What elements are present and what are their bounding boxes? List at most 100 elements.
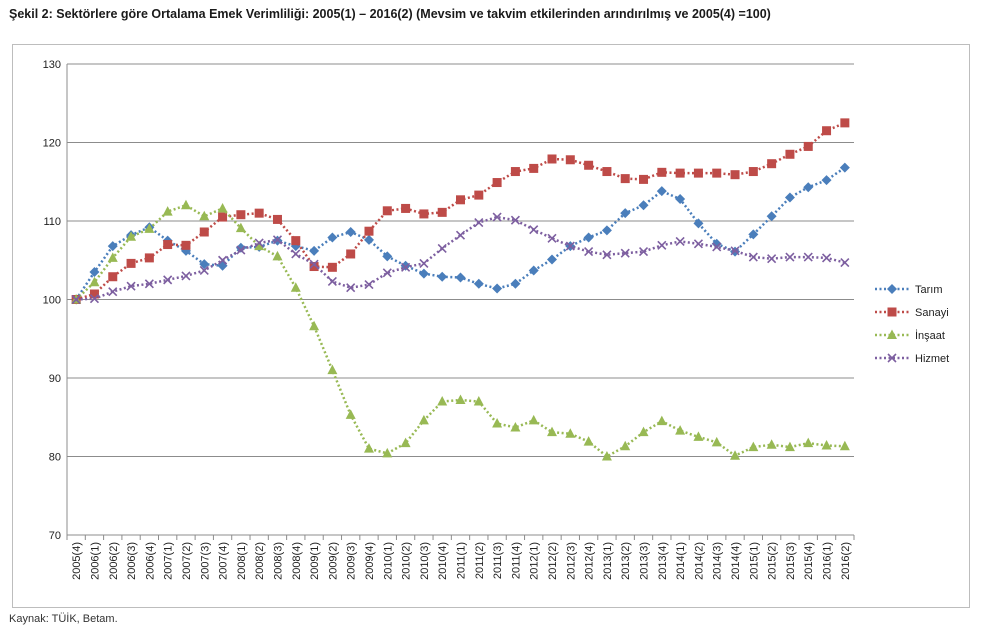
data-point-sanayi <box>456 195 465 205</box>
data-point-tarım <box>766 211 777 222</box>
x-tick-label: 2015(2) <box>767 542 779 580</box>
data-point-tarım <box>784 192 795 203</box>
data-point-inşaat <box>382 447 393 458</box>
data-point-hizmet <box>89 294 100 304</box>
data-point-sanayi <box>474 190 484 200</box>
data-point-hizmet <box>657 240 667 250</box>
data-point-tarım <box>839 162 850 173</box>
x-tick-label: 2013(1) <box>602 542 614 580</box>
data-point-hizmet <box>529 225 539 235</box>
data-point-inşaat <box>400 437 411 448</box>
data-point-inşaat <box>418 414 429 425</box>
data-point-sanayi <box>272 214 282 224</box>
data-point-hizmet <box>364 280 374 290</box>
x-tick-label: 2012(4) <box>584 542 596 580</box>
y-tick-label: 80 <box>49 452 61 464</box>
data-point-tarım <box>473 278 484 289</box>
data-point-sanayi <box>401 203 411 213</box>
data-point-sanayi <box>529 163 539 173</box>
legend-label-tarım: Tarım <box>915 284 943 296</box>
data-point-sanayi <box>346 249 356 259</box>
x-tick-label: 2006(4) <box>144 542 156 580</box>
x-tick-label: 2014(2) <box>693 542 705 580</box>
data-point-inşaat <box>473 396 484 406</box>
x-tick-label: 2012(2) <box>547 542 559 580</box>
data-point-inşaat <box>547 426 558 437</box>
x-tick-label: 2009(2) <box>327 542 339 580</box>
data-point-sanayi <box>675 168 685 178</box>
data-point-sanayi <box>382 206 392 216</box>
data-point-tarım <box>528 265 539 276</box>
data-point-inşaat <box>803 437 814 448</box>
y-tick-label: 70 <box>49 530 61 542</box>
data-point-hizmet <box>327 276 337 287</box>
data-point-hizmet <box>730 246 740 256</box>
data-point-inşaat <box>839 440 850 451</box>
data-point-hizmet <box>218 255 228 265</box>
x-tick-label: 2008(3) <box>272 542 284 580</box>
data-point-sanayi <box>693 168 703 178</box>
data-point-inşaat <box>492 418 503 428</box>
data-point-sanayi <box>108 272 118 282</box>
data-point-tarım <box>803 182 814 193</box>
data-point-sanayi <box>437 207 447 217</box>
data-point-hizmet <box>675 236 685 246</box>
data-point-inşaat <box>455 394 466 404</box>
data-point-sanayi <box>840 118 850 128</box>
data-point-sanayi <box>327 262 337 272</box>
data-point-inşaat <box>601 451 612 461</box>
x-tick-label: 2013(2) <box>620 542 632 580</box>
data-point-hizmet <box>547 233 557 243</box>
x-tick-label: 2009(3) <box>346 542 358 580</box>
data-point-hizmet <box>821 253 832 263</box>
data-point-inşaat <box>711 436 722 447</box>
data-point-inşaat <box>656 415 667 426</box>
data-point-hizmet <box>602 250 612 260</box>
x-tick-label: 2015(3) <box>785 542 797 580</box>
data-point-tarım <box>455 272 466 283</box>
x-tick-label: 2008(4) <box>291 542 303 580</box>
data-point-hizmet <box>748 252 758 262</box>
data-point-inşaat <box>730 450 741 460</box>
data-point-sanayi <box>510 167 520 177</box>
data-point-tarım <box>382 251 393 262</box>
legend-marker-inşaat <box>887 329 897 339</box>
data-point-inşaat <box>363 443 374 453</box>
data-point-tarım <box>620 208 631 219</box>
data-point-hizmet <box>199 265 209 276</box>
data-point-tarım <box>235 242 246 253</box>
data-point-sanayi <box>89 289 99 299</box>
data-point-hizmet <box>144 279 154 289</box>
data-point-sanayi <box>748 167 758 177</box>
data-point-inşaat <box>784 441 795 452</box>
data-point-sanayi <box>785 149 795 159</box>
data-point-sanayi <box>602 167 612 177</box>
legend-label-hizmet: Hizmet <box>915 353 949 365</box>
data-point-inşaat <box>583 436 594 446</box>
x-tick-label: 2007(2) <box>181 542 193 580</box>
data-point-inşaat <box>620 440 631 451</box>
data-point-sanayi <box>584 160 594 170</box>
data-point-tarım <box>492 283 503 294</box>
data-point-sanayi <box>712 168 722 178</box>
series-line-inşaat <box>75 203 845 459</box>
data-point-tarım <box>400 260 411 271</box>
data-point-tarım <box>821 175 832 186</box>
x-tick-label: 2012(1) <box>529 542 541 580</box>
y-tick-label: 110 <box>43 216 61 228</box>
data-point-tarım <box>547 254 558 265</box>
data-point-sanayi <box>547 154 557 164</box>
data-point-inşaat <box>180 199 191 210</box>
data-point-hizmet <box>803 252 813 262</box>
x-tick-label: 2016(1) <box>822 542 834 580</box>
data-point-hizmet <box>638 247 649 257</box>
data-point-hizmet <box>254 238 264 248</box>
x-tick-label: 2006(3) <box>126 542 138 580</box>
x-tick-label: 2013(4) <box>657 542 669 580</box>
data-point-inşaat <box>748 441 759 452</box>
figure-title: Şekil 2: Sektörlere göre Ortalama Emek V… <box>9 7 771 21</box>
data-point-inşaat <box>235 222 246 233</box>
x-tick-label: 2014(4) <box>730 542 742 580</box>
x-tick-label: 2012(3) <box>565 542 577 580</box>
data-point-inşaat <box>510 421 521 432</box>
